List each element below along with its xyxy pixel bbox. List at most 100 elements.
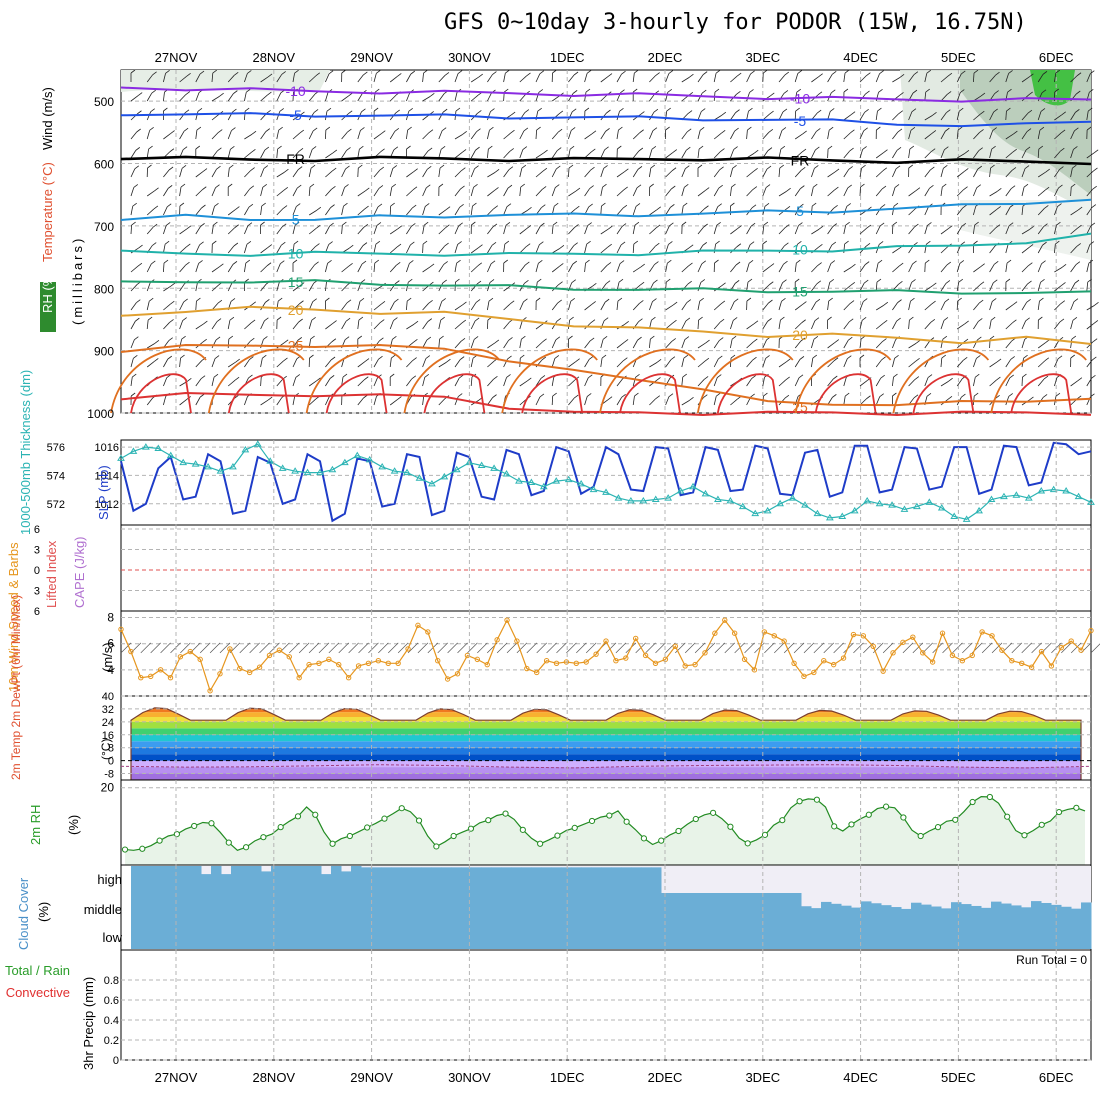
wind-barb — [487, 226, 494, 235]
wind-barb — [1070, 246, 1078, 254]
wind-barb — [681, 358, 685, 368]
wind-barb-flag — [944, 146, 949, 150]
wind-barb-flag — [312, 298, 317, 303]
wind-barb-flag — [797, 70, 803, 74]
wind-barb-flag — [474, 165, 479, 169]
wind-barb-flag — [265, 299, 270, 303]
precip-panel: 00.20.40.60.8 Total / Rain Convective 3h… — [5, 440, 1092, 1070]
wind-barb-flag — [606, 262, 612, 266]
wind-barb-flag — [717, 374, 722, 378]
cloud-bar — [781, 893, 792, 920]
wind-barb-flag — [525, 243, 531, 247]
wind-barb — [827, 301, 830, 311]
wind-barb — [811, 283, 818, 292]
wind-barb-flag — [1093, 167, 1098, 172]
wind-speed-point — [811, 669, 817, 676]
wind-barb — [989, 191, 998, 197]
cloud-bar — [601, 867, 612, 893]
precip-frame — [120, 949, 1092, 1061]
warm-arc-outer — [794, 348, 892, 414]
thickness-point — [689, 482, 697, 490]
wind-barb-flag — [687, 110, 693, 114]
cloud-bar — [761, 920, 772, 949]
cloud-bar — [961, 904, 972, 920]
wind-barb — [973, 187, 978, 197]
wind-barb — [519, 187, 522, 197]
wind-barb — [389, 168, 394, 178]
wind-barb — [211, 321, 218, 330]
rh-point — [588, 817, 596, 825]
cloud-bar — [381, 893, 392, 920]
wind-barb — [1037, 189, 1046, 197]
wind-barb-flag — [848, 166, 853, 170]
wind-barb-flag — [325, 126, 331, 131]
cloud-bar — [831, 920, 842, 949]
wind-barb — [422, 266, 431, 273]
pressure-tick: 600 — [94, 158, 114, 172]
wind-barb-flag — [475, 299, 481, 303]
rh-point — [1073, 804, 1080, 811]
wind-barb-flag — [685, 165, 690, 170]
wind-barb — [1005, 244, 1009, 254]
wind-barb-flag — [948, 377, 953, 382]
wind-barb-flag — [503, 88, 509, 93]
wind-barb — [600, 168, 604, 178]
wind-barb-flag — [148, 297, 154, 302]
wind-barb-flag — [380, 148, 385, 153]
wind-barb-flag — [1054, 88, 1059, 93]
wind-barb — [1005, 151, 1013, 159]
wind-barb-flag — [785, 224, 790, 228]
wind-barb — [730, 149, 734, 159]
wind-barb-flag — [442, 279, 447, 284]
wind-barb — [908, 111, 913, 121]
wind-barb-flag — [942, 335, 948, 340]
wind-barb-flag — [947, 396, 953, 400]
thickness-point — [253, 440, 262, 447]
cloud-bar — [451, 920, 462, 949]
wind-barb-flag — [376, 222, 382, 226]
wind-barb-flag — [638, 318, 643, 323]
wind-barb-flag — [908, 164, 913, 169]
cloud-bar — [291, 866, 302, 893]
wind-barb — [875, 378, 882, 387]
wind-barb — [940, 320, 945, 330]
pressure-tick: 700 — [94, 220, 114, 234]
wind-barb — [746, 111, 749, 121]
wind-barb-flag — [946, 261, 952, 266]
wind-barb — [519, 228, 528, 235]
wind-barb-flag — [311, 146, 317, 150]
wind-barb-flag — [864, 261, 870, 265]
wind-barb-flag — [1055, 392, 1061, 397]
wind-barb-flag — [408, 278, 413, 283]
wind-barb — [989, 111, 995, 121]
wind-barb — [1054, 303, 1062, 311]
wind-barb — [892, 247, 901, 254]
wind-barb — [1037, 378, 1045, 387]
wind-barb-flag — [575, 205, 580, 210]
cloud-bar — [621, 893, 632, 920]
wind-barb-flag — [829, 108, 835, 112]
wind-barb — [373, 377, 378, 387]
wind-barb-flag — [751, 375, 756, 379]
wind-barb-flag — [379, 166, 385, 171]
wind-barb-flag — [635, 203, 641, 207]
wind-barb-flag — [491, 241, 497, 246]
wind-barb — [308, 398, 317, 406]
wind-barb-flag — [201, 204, 206, 209]
cloud-bar — [791, 893, 802, 920]
wind-barb-flag — [1023, 183, 1029, 188]
wind-barb — [778, 379, 786, 387]
wind-barb — [373, 244, 377, 254]
wind-speed-point — [821, 657, 827, 664]
wind-barb-flag — [461, 319, 467, 324]
wind-barb — [1070, 209, 1079, 216]
wind10m-barb — [249, 642, 260, 654]
wind-barb — [859, 380, 868, 387]
wind-barb — [389, 399, 398, 406]
cloud-bar — [211, 893, 222, 920]
wind-barb-flag — [309, 354, 314, 359]
wind-barb-flag — [862, 146, 867, 150]
wind-barb — [211, 187, 216, 197]
wind-barb — [519, 339, 522, 349]
